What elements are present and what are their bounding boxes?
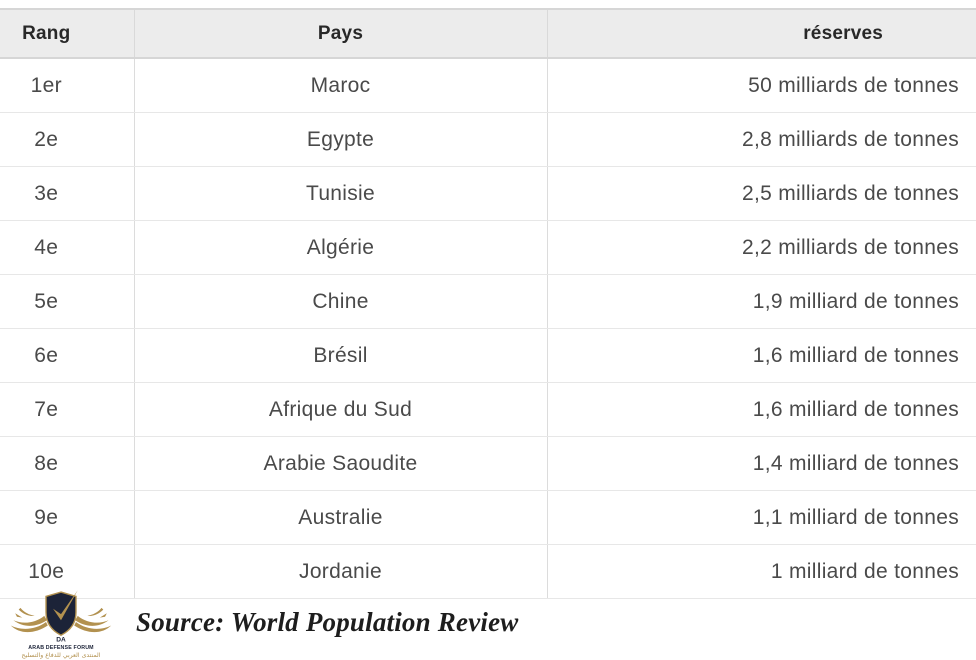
arab-defense-forum-logo: DA ARAB DEFENSE FORUM المنتدى العربي للد…: [10, 590, 112, 659]
table-body: 1er Maroc 50 milliards de tonnes 2e Egypte 2,…: [0, 58, 976, 599]
source-attribution: Source: World Population Review: [136, 606, 519, 637]
logo-right-wing: [74, 607, 112, 633]
column-header-reserves: réserves: [547, 8, 976, 59]
rank-cell: 1er: [0, 58, 135, 113]
table-row: 6e Brésil 1,6 milliard de tonnes: [0, 328, 976, 383]
column-header-country: Pays: [134, 8, 548, 59]
country-cell: Arabie Saoudite: [134, 436, 548, 491]
reserves-cell: 2,5 milliards de tonnes: [547, 166, 976, 221]
rank-cell: 2e: [0, 112, 135, 167]
country-cell: Tunisie: [134, 166, 548, 221]
country-cell: Maroc: [134, 58, 548, 113]
rank-cell: 9e: [0, 490, 135, 545]
rank-cell: 4e: [0, 220, 135, 275]
rank-cell: 5e: [0, 274, 135, 329]
table-row: 5e Chine 1,9 milliard de tonnes: [0, 274, 976, 329]
logo-arabic-name: المنتدى العربي للدفاع والتسليح: [21, 652, 100, 659]
reserves-cell: 1,6 milliard de tonnes: [547, 328, 976, 383]
reserves-cell: 2,8 milliards de tonnes: [547, 112, 976, 167]
logo-left-wing: [10, 607, 48, 633]
rank-cell: 8e: [0, 436, 135, 491]
country-cell: Afrique du Sud: [134, 382, 548, 437]
country-cell: Australie: [134, 490, 548, 545]
country-cell: Egypte: [134, 112, 548, 167]
logo-shield-icon: [45, 590, 78, 637]
reserves-cell: 1,4 milliard de tonnes: [547, 436, 976, 491]
table-row: 2e Egypte 2,8 milliards de tonnes: [0, 112, 976, 167]
column-header-rank: Rang: [0, 8, 135, 59]
logo-monogram: DA: [56, 636, 66, 643]
logo-name: ARAB DEFENSE FORUM: [28, 645, 94, 651]
country-cell: Jordanie: [134, 544, 548, 599]
table-row: 1er Maroc 50 milliards de tonnes: [0, 58, 976, 113]
table-row: 8e Arabie Saoudite 1,4 milliard de tonnes: [0, 436, 976, 491]
country-cell: Brésil: [134, 328, 548, 383]
rank-cell: 7e: [0, 382, 135, 437]
footer: DA ARAB DEFENSE FORUM المنتدى العربي للد…: [8, 584, 968, 660]
rank-cell: 3e: [0, 166, 135, 221]
reserves-cell: 1,9 milliard de tonnes: [547, 274, 976, 329]
table-row: 7e Afrique du Sud 1,6 milliard de tonnes: [0, 382, 976, 437]
table-row: 9e Australie 1,1 milliard de tonnes: [0, 490, 976, 545]
rank-cell: 6e: [0, 328, 135, 383]
table-header: Rang Pays réserves: [0, 8, 976, 59]
table-row: 10e Jordanie 1 milliard de tonnes: [0, 544, 976, 599]
reserves-cell: 2,2 milliards de tonnes: [547, 220, 976, 275]
reserves-cell: 50 milliards de tonnes: [547, 58, 976, 113]
table-row: 4e Algérie 2,2 milliards de tonnes: [0, 220, 976, 275]
country-cell: Algérie: [134, 220, 548, 275]
table-row: 3e Tunisie 2,5 milliards de tonnes: [0, 166, 976, 221]
reserves-cell: 1,1 milliard de tonnes: [547, 490, 976, 545]
country-cell: Chine: [134, 274, 548, 329]
header-row: Rang Pays réserves: [0, 8, 976, 59]
rank-cell: 10e: [0, 544, 135, 599]
phosphate-reserves-table: Rang Pays réserves 1er Maroc 50 milliards …: [0, 8, 976, 599]
reserves-cell: 1,6 milliard de tonnes: [547, 382, 976, 437]
reserves-cell: 1 milliard de tonnes: [547, 544, 976, 599]
